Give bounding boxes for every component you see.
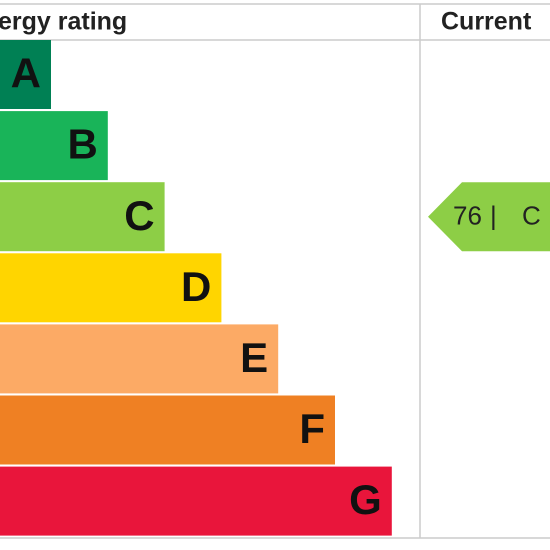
current-label: Current	[441, 8, 532, 36]
band	[0, 395, 335, 465]
band-letter: B	[67, 121, 97, 168]
band	[0, 40, 51, 109]
current-arrow	[428, 182, 550, 252]
band-letter: D	[181, 263, 211, 310]
band	[0, 111, 108, 181]
band-letter: C	[124, 192, 154, 239]
band	[0, 253, 222, 323]
band-letter: A	[11, 50, 41, 97]
band-letter: E	[240, 334, 268, 381]
current-value: 76	[453, 201, 482, 231]
current-separator: |	[490, 201, 497, 231]
band	[0, 182, 165, 252]
band-letter: F	[299, 405, 325, 452]
band	[0, 466, 392, 536]
band	[0, 324, 279, 394]
title: ergy rating	[0, 8, 127, 36]
band-letter: G	[349, 476, 382, 523]
current-letter: C	[522, 201, 541, 231]
